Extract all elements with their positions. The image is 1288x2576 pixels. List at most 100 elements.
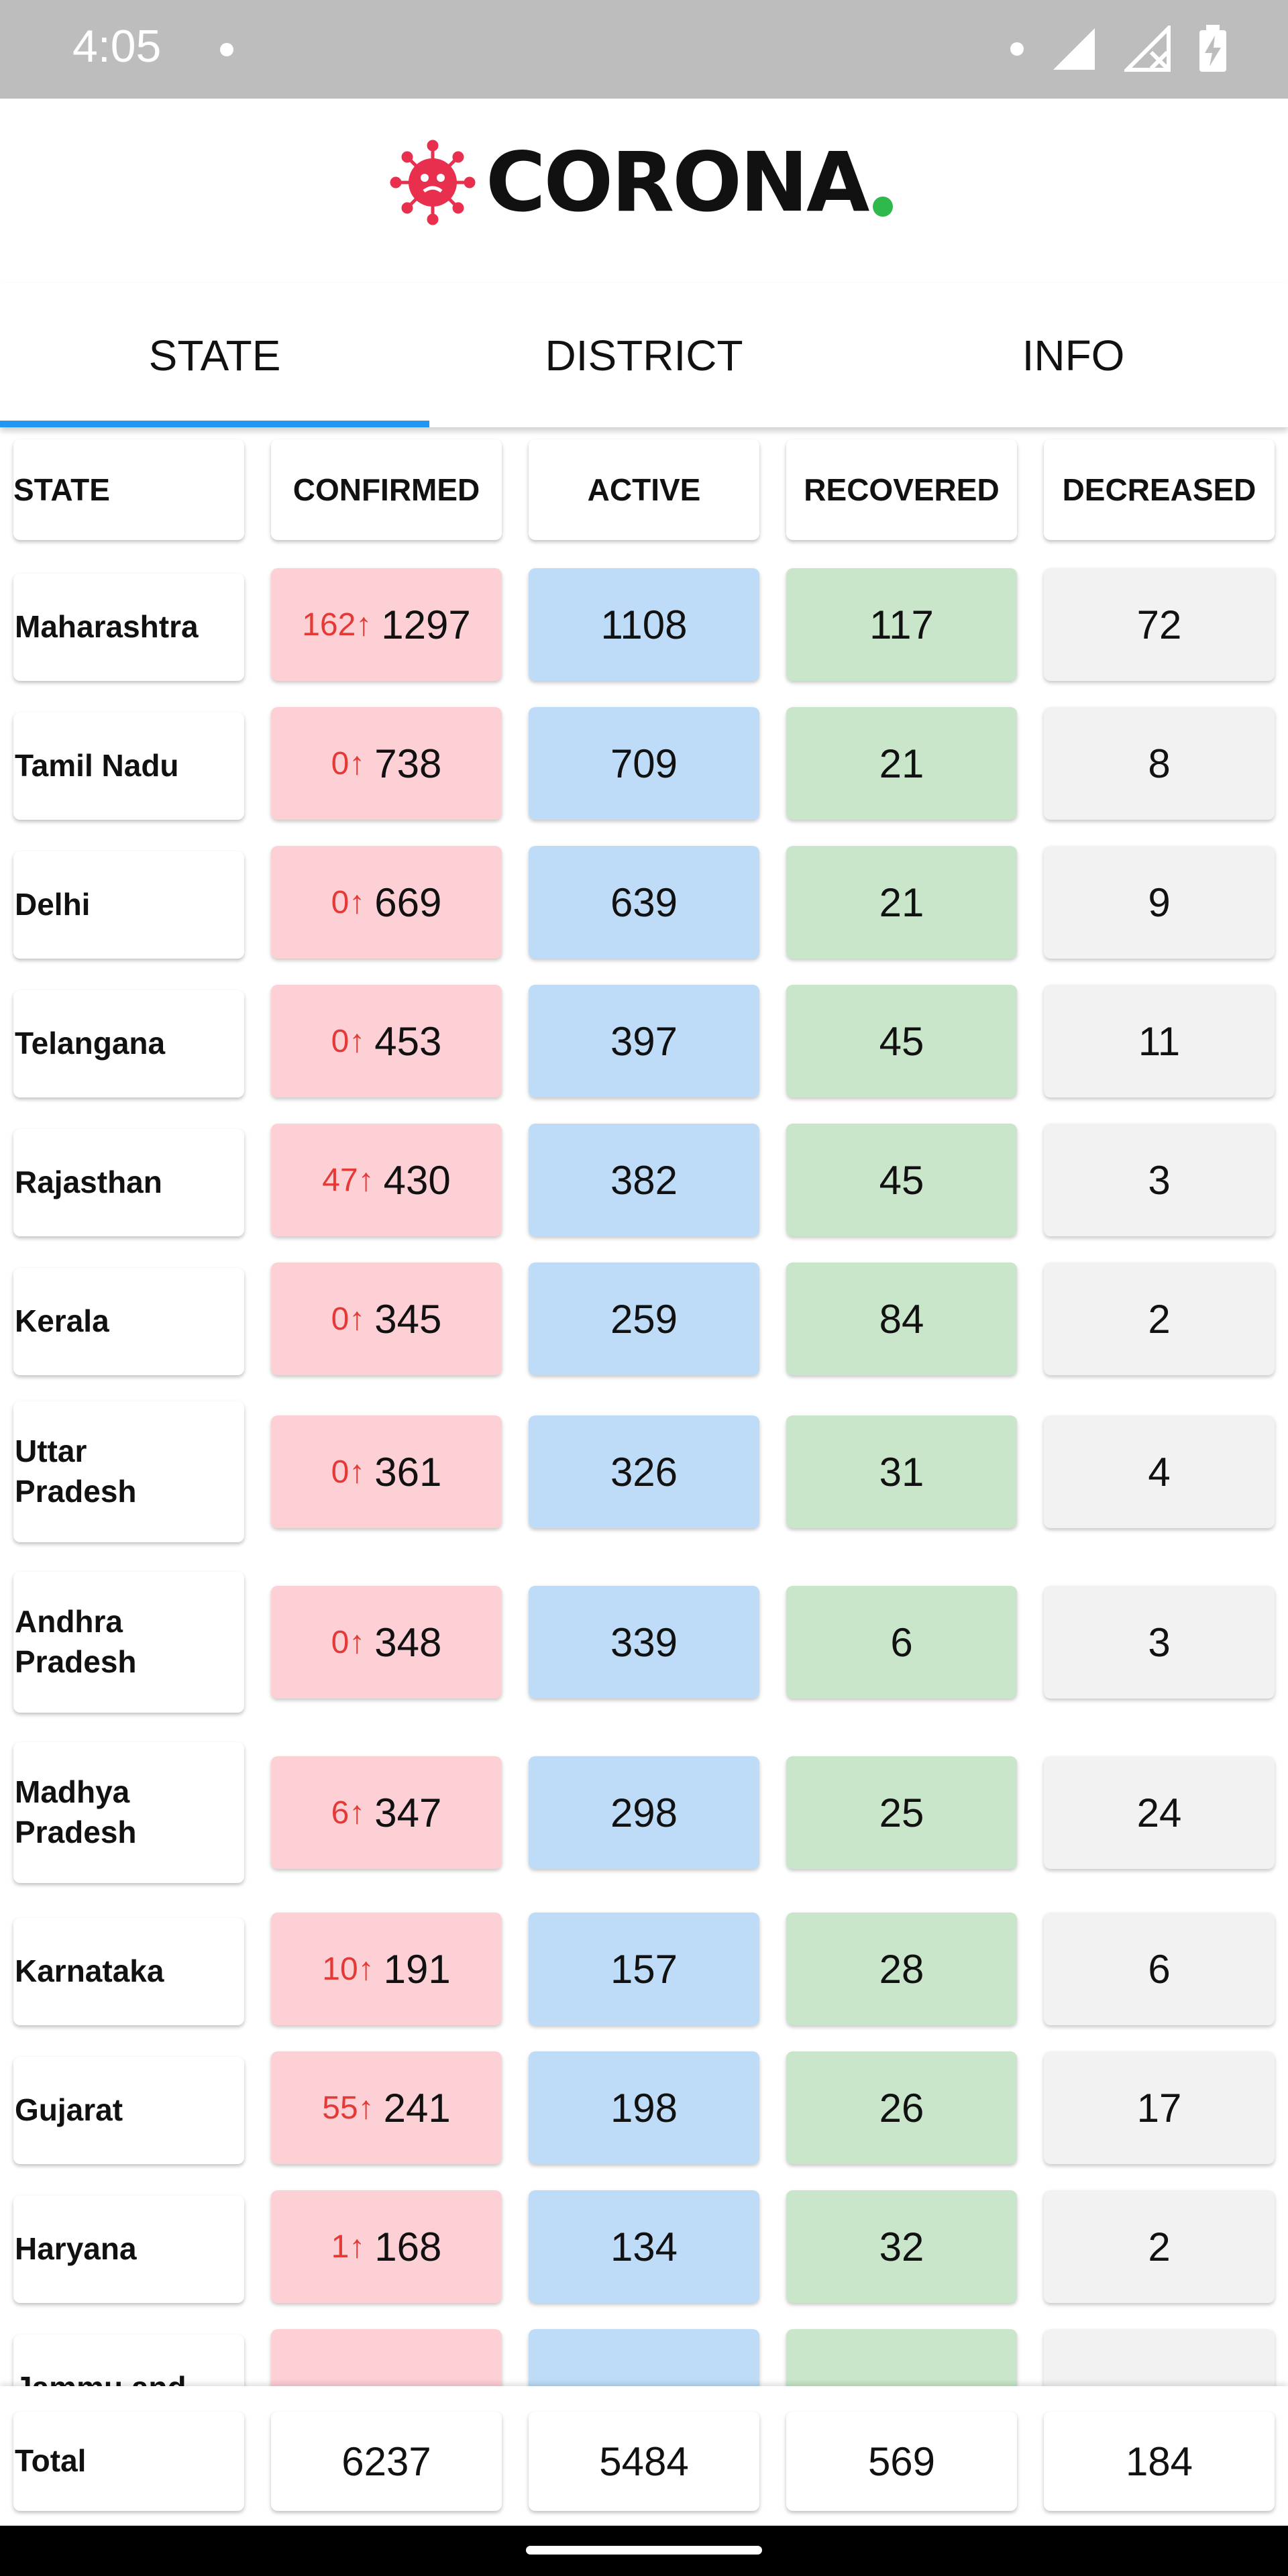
cell-confirmed: 0↑ 669 <box>271 846 502 959</box>
cell-recovered: 6 <box>786 1586 1017 1699</box>
cell-decreased: 24 <box>1044 1756 1275 1869</box>
tab-district[interactable]: DISTRICT <box>545 331 743 380</box>
confirmed-delta: 0↑ <box>331 1454 366 1490</box>
cell-recovered: 32 <box>786 2190 1017 2303</box>
state-name: Madhya Pradesh <box>15 1774 137 1849</box>
cell-active: 1108 <box>529 568 759 681</box>
value-recovered: 28 <box>879 1946 924 1992</box>
cell-decreased: 11 <box>1044 985 1275 1097</box>
battery-charging-icon <box>1199 25 1226 72</box>
confirmed-delta: 0↑ <box>331 745 366 782</box>
value-decreased: 72 <box>1136 602 1182 647</box>
value-active: 134 <box>610 2224 678 2269</box>
value-active: 397 <box>610 1018 678 1064</box>
state-name-cell: Delhi <box>13 851 244 959</box>
cell-active <box>529 2329 759 2386</box>
system-nav-bar <box>0 2526 1288 2576</box>
value-recovered: 26 <box>879 2085 924 2131</box>
cell-confirmed: 0↑ 453 <box>271 985 502 1097</box>
cell-recovered: 84 <box>786 1263 1017 1375</box>
cell-recovered <box>786 2329 1017 2386</box>
value-confirmed: 191 <box>383 1946 451 1992</box>
state-name-cell: Kerala <box>13 1268 244 1375</box>
cell-active: 326 <box>529 1415 759 1528</box>
value-confirmed: 669 <box>374 879 442 925</box>
cell-recovered: 117 <box>786 568 1017 681</box>
state-name-cell: Haryana <box>13 2196 244 2303</box>
cell-confirmed: 162↑ 1297 <box>271 568 502 681</box>
cell-confirmed: 6↑ 347 <box>271 1756 502 1869</box>
confirmed-delta: 55↑ <box>322 2090 374 2126</box>
confirmed-delta: 10↑ <box>322 1951 374 1987</box>
cell-decreased: 2 <box>1044 1263 1275 1375</box>
cell-decreased: 4 <box>1044 1415 1275 1528</box>
value-recovered: 25 <box>879 1790 924 1835</box>
value-active: 198 <box>610 2085 678 2131</box>
signal-icon <box>1053 28 1095 70</box>
value-recovered: 45 <box>879 1018 924 1064</box>
cell-confirmed: 1↑ 168 <box>271 2190 502 2303</box>
confirmed-delta: 162↑ <box>302 606 372 643</box>
cell-confirmed: 47↑ 430 <box>271 1124 502 1236</box>
state-name: Delhi <box>15 887 91 922</box>
value-active: 709 <box>610 741 678 786</box>
app-header: CORONA <box>0 99 1288 283</box>
state-name: Haryana <box>15 2231 137 2267</box>
state-name: Gujarat <box>15 2092 123 2128</box>
value-active: 382 <box>610 1157 678 1203</box>
cell-recovered: 21 <box>786 846 1017 959</box>
cell-active: 259 <box>529 1263 759 1375</box>
state-name-cell: Jammu and <box>13 2334 244 2386</box>
value-confirmed: 347 <box>374 1790 442 1835</box>
tab-state[interactable]: STATE <box>0 283 429 427</box>
state-name: Maharashtra <box>15 609 199 645</box>
cell-decreased: 72 <box>1044 568 1275 681</box>
cell-recovered: 45 <box>786 985 1017 1097</box>
cell-decreased <box>1044 2329 1275 2386</box>
tab-info[interactable]: INFO <box>1022 331 1125 380</box>
cell-decreased: 9 <box>1044 846 1275 959</box>
total-row: Total 6237 5484 569 184 <box>0 2386 1288 2526</box>
state-name-cell: Madhya Pradesh <box>13 1742 244 1883</box>
cell-active: 397 <box>529 985 759 1097</box>
value-active: 639 <box>610 879 678 925</box>
value-confirmed: 430 <box>383 1157 451 1203</box>
column-header-decreased: DECREASED <box>1044 439 1275 540</box>
cell-active: 709 <box>529 707 759 820</box>
cell-active: 198 <box>529 2051 759 2164</box>
cell-decreased: 3 <box>1044 1586 1275 1699</box>
logo-text: CORONA <box>486 135 869 230</box>
cell-active: 639 <box>529 846 759 959</box>
cell-confirmed: 55↑ 241 <box>271 2051 502 2164</box>
value-confirmed: 1297 <box>381 602 471 647</box>
confirmed-delta: 0↑ <box>331 1624 366 1660</box>
state-table[interactable]: STATE CONFIRMED ACTIVE RECOVERED DECREAS… <box>0 427 1288 2386</box>
value-confirmed: 348 <box>374 1619 442 1665</box>
cell-confirmed: 0↑ 345 <box>271 1263 502 1375</box>
value-decreased: 8 <box>1148 741 1171 786</box>
tab-bar: STATE DISTRICT INFO <box>0 283 1288 427</box>
value-decreased: 24 <box>1136 1790 1182 1835</box>
status-time: 4:05 <box>72 21 162 72</box>
state-name-cell: Telangana <box>13 990 244 1097</box>
state-name-cell: Andhra Pradesh <box>13 1572 244 1713</box>
value-confirmed: 241 <box>383 2085 451 2131</box>
total-label: Total <box>13 2412 244 2511</box>
total-confirmed: 6237 <box>271 2412 502 2511</box>
state-name: Rajasthan <box>15 1165 162 1200</box>
value-confirmed: 168 <box>374 2224 442 2269</box>
home-gesture-handle[interactable] <box>526 2546 762 2555</box>
state-name-cell: Tamil Nadu <box>13 712 244 820</box>
confirmed-delta: 47↑ <box>322 1162 374 1198</box>
notification-dot-icon <box>1010 42 1024 56</box>
cell-confirmed <box>271 2329 502 2386</box>
status-icons <box>1010 25 1228 72</box>
state-name: Kerala <box>15 1303 109 1339</box>
state-name: Karnataka <box>15 1953 164 1989</box>
cell-active: 382 <box>529 1124 759 1236</box>
value-decreased: 11 <box>1138 1018 1181 1064</box>
state-name: Telangana <box>15 1026 166 1061</box>
state-name-cell: Uttar Pradesh <box>13 1401 244 1542</box>
value-confirmed: 345 <box>374 1296 442 1342</box>
cell-active: 157 <box>529 1913 759 2025</box>
